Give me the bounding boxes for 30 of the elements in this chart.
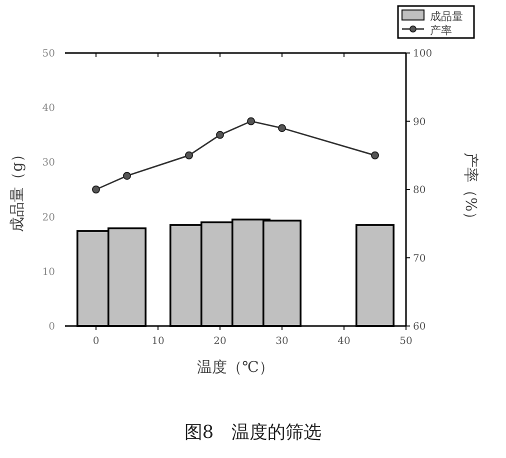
point [278,124,286,132]
y2-tick-label: 60 [413,322,426,332]
y-tick-label: 50 [42,48,55,60]
legend-label: 产率 [430,24,452,37]
x-tick-label: 20 [214,336,226,347]
point [185,151,193,160]
y2-tick-label: 80 [413,185,426,196]
y2-axis-title: 产率（%） [462,152,480,227]
text: 图8 温度的筛选 [184,422,322,443]
point [371,151,379,160]
x-tick-label: 0 [92,336,100,347]
point [123,172,131,180]
y-tick-label: 10 [42,266,55,278]
y2-tick-label: 90 [413,116,426,128]
x-tick-label: 30 [276,336,288,347]
y-tick-label: 0 [48,322,55,332]
y-tick-label: 40 [42,103,55,114]
point [92,186,100,194]
x-tick-label: 10 [152,336,164,347]
legend-label: 成品量 [430,10,463,23]
y-tick-label: 30 [42,158,55,169]
x-tick-label: 40 [338,336,350,347]
y-axis-title: 成品量（g） [8,147,26,232]
y-tick-label: 20 [42,212,55,224]
point [247,117,255,126]
x-axis-title: 温度（℃） [197,358,274,376]
y2-tick-label: 70 [413,253,426,264]
y2-tick-label: 100 [413,48,432,60]
point [216,130,224,139]
x-tick-label: 50 [400,336,412,347]
